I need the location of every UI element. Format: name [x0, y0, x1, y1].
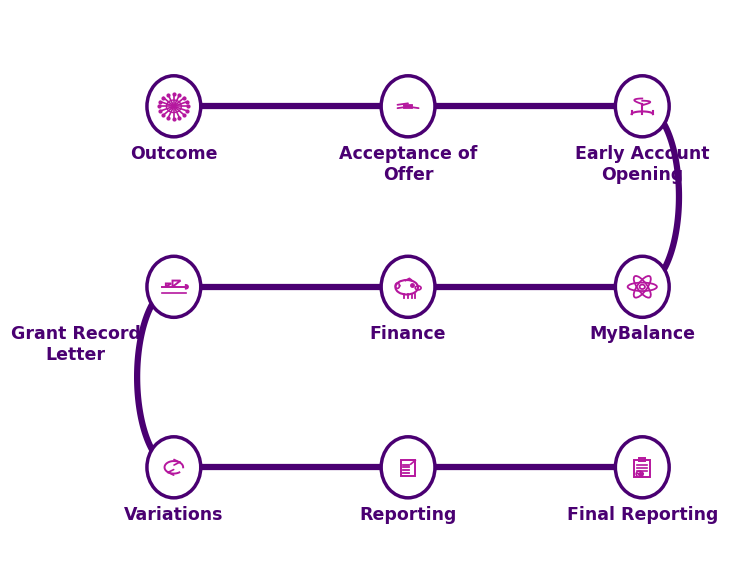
Ellipse shape: [616, 256, 669, 318]
Ellipse shape: [381, 76, 435, 137]
Ellipse shape: [147, 256, 201, 318]
Ellipse shape: [616, 437, 669, 498]
Text: Grant Record
Letter: Grant Record Letter: [11, 325, 141, 364]
Text: Early Account
Opening: Early Account Opening: [575, 145, 710, 184]
Text: Finance: Finance: [370, 325, 446, 343]
Text: Acceptance of
Offer: Acceptance of Offer: [339, 145, 477, 184]
Text: Variations: Variations: [124, 506, 223, 524]
Ellipse shape: [381, 437, 435, 498]
Text: Reporting: Reporting: [360, 506, 457, 524]
Ellipse shape: [381, 256, 435, 318]
Text: Final Reporting: Final Reporting: [567, 506, 718, 524]
Ellipse shape: [147, 437, 201, 498]
Text: MyBalance: MyBalance: [589, 325, 696, 343]
Text: Outcome: Outcome: [130, 145, 218, 163]
Ellipse shape: [147, 76, 201, 137]
Ellipse shape: [616, 76, 669, 137]
